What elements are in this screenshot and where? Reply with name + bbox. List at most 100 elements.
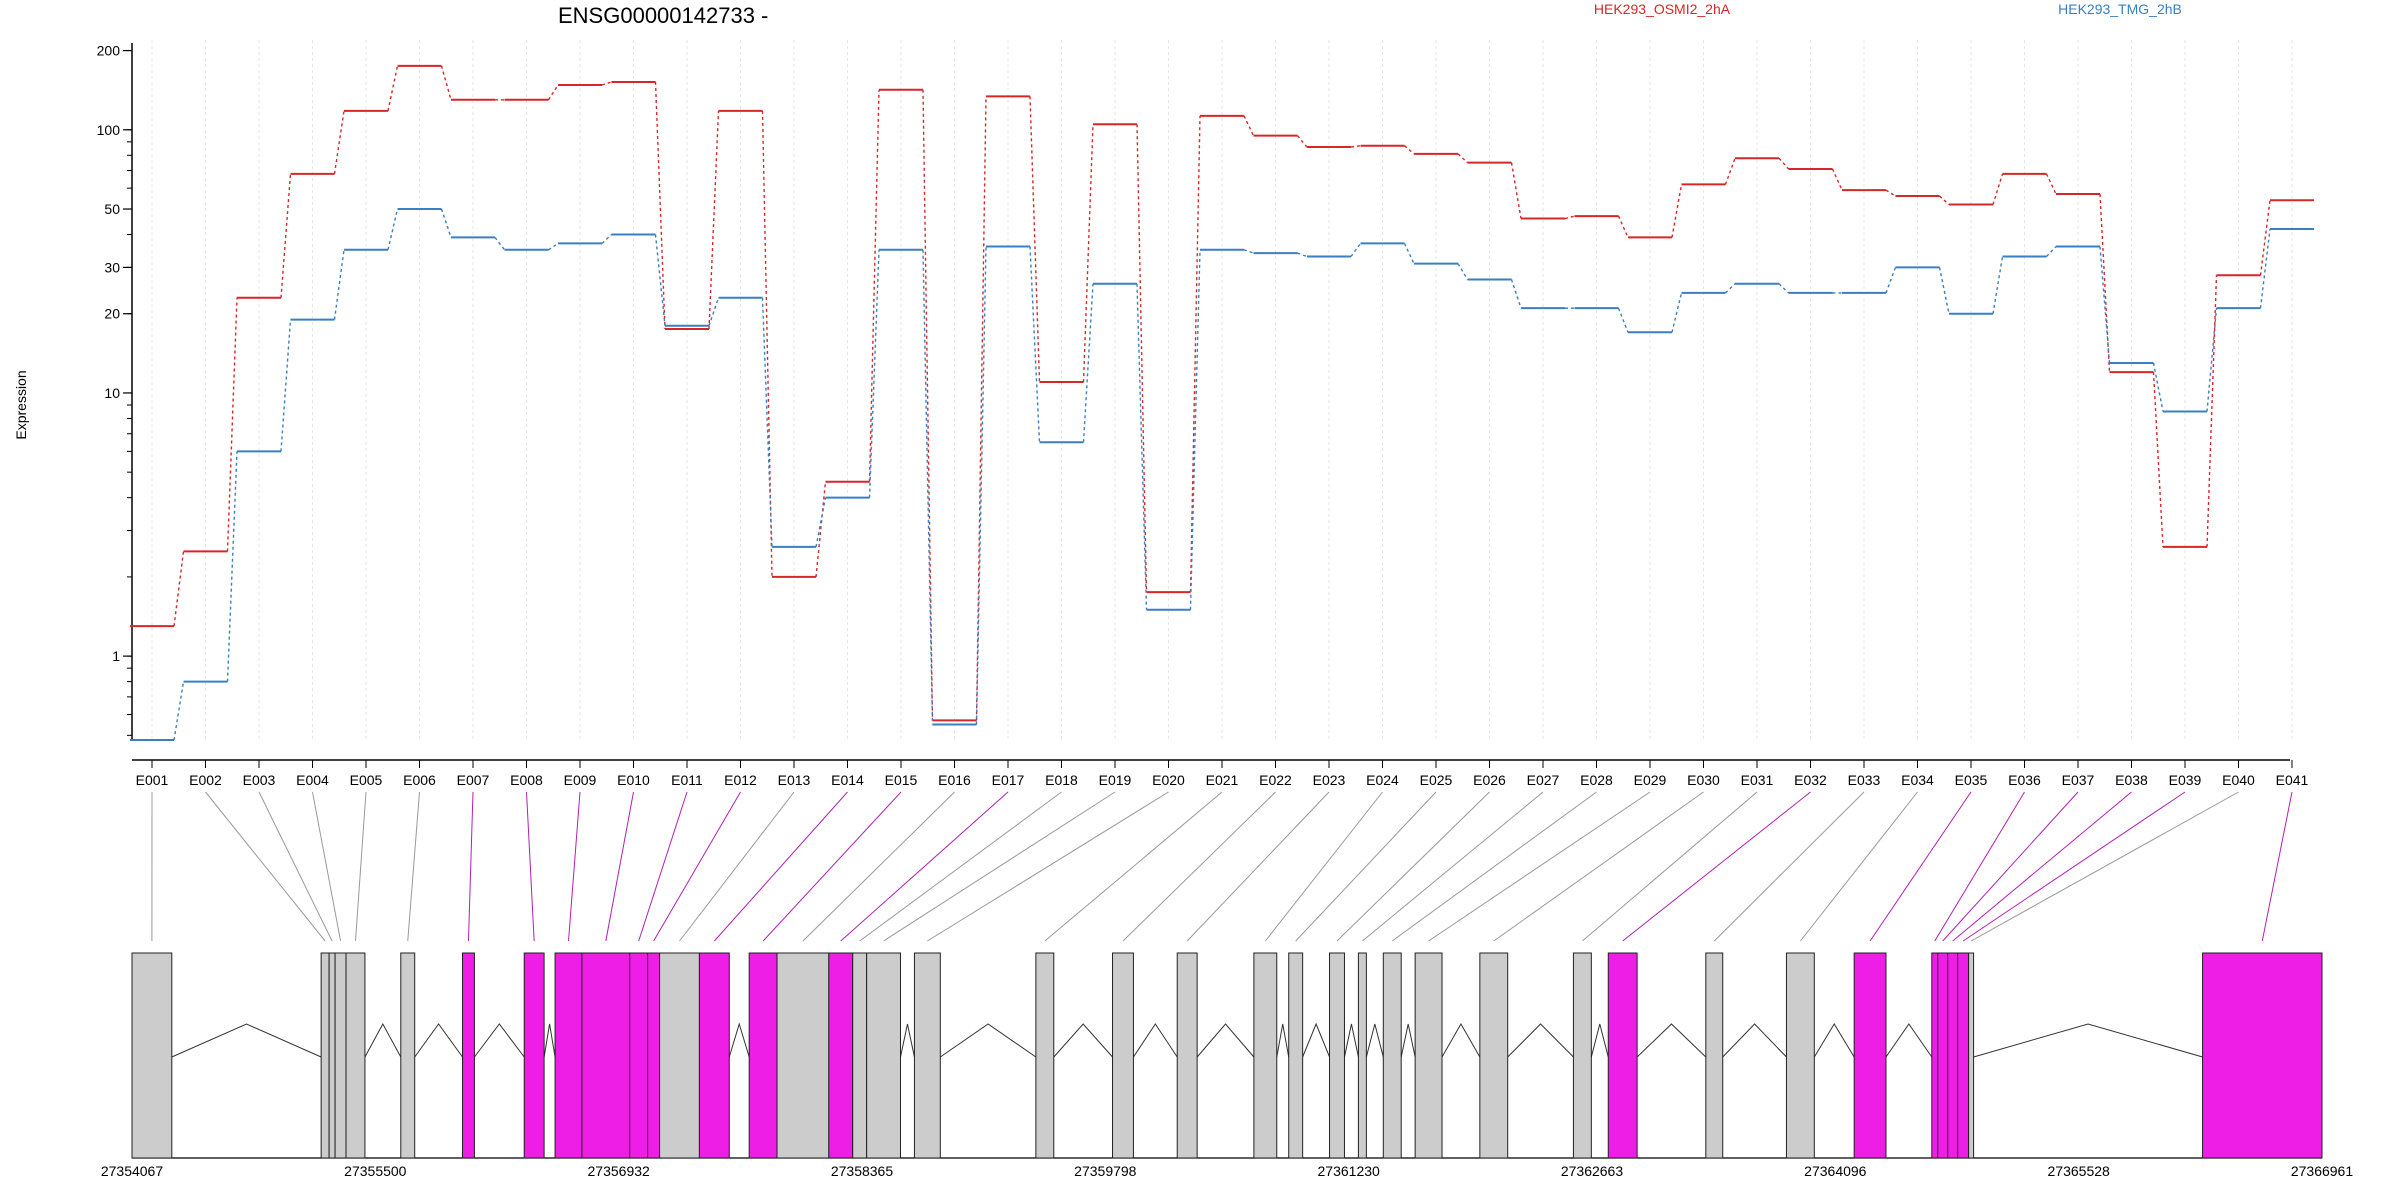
x-tick-label: E015 bbox=[885, 772, 918, 788]
intron bbox=[1636, 1023, 1707, 1058]
exon-connector bbox=[1122, 791, 1276, 942]
series-lines bbox=[130, 64, 2314, 741]
grid-lines bbox=[151, 40, 2293, 740]
x-tick-label: E021 bbox=[1206, 772, 1239, 788]
exon-connector bbox=[1336, 791, 1490, 942]
exon-connector bbox=[713, 791, 848, 942]
exon-box bbox=[1705, 952, 1724, 1159]
coordinate-label: 27356932 bbox=[588, 1163, 651, 1179]
exon-connector bbox=[1582, 791, 1758, 942]
exon-connector bbox=[526, 791, 535, 942]
y-tick-label: 200 bbox=[97, 43, 121, 59]
intron bbox=[1343, 1023, 1359, 1058]
x-tick-label: E024 bbox=[1366, 772, 1399, 788]
exon-box bbox=[1853, 952, 1887, 1159]
x-tick-label: E013 bbox=[778, 772, 811, 788]
intron bbox=[414, 1023, 463, 1058]
legend: HEK293_OSMI2_2hA HEK293_TMG_2hB bbox=[1594, 1, 2182, 17]
exon-box bbox=[1112, 952, 1134, 1159]
intron bbox=[364, 1022, 402, 1058]
series-1 bbox=[130, 208, 2314, 741]
exon-box bbox=[1572, 952, 1592, 1159]
exon-box bbox=[866, 952, 901, 1159]
series-connector bbox=[601, 81, 612, 86]
intron bbox=[474, 1023, 525, 1058]
legend-entry: HEK293_TMG_2hB bbox=[2058, 1, 2182, 17]
exon-connector bbox=[1942, 791, 2079, 942]
exon-box bbox=[1382, 952, 1402, 1159]
series-connector bbox=[1885, 267, 1897, 294]
exon-box bbox=[581, 952, 631, 1159]
x-tick-label: E031 bbox=[1741, 772, 1774, 788]
series-connector bbox=[547, 84, 559, 101]
exon-box bbox=[828, 952, 854, 1159]
series-connector bbox=[1403, 243, 1415, 264]
series-connector bbox=[815, 497, 827, 548]
x-tick-label: E009 bbox=[564, 772, 597, 788]
exon-connector bbox=[1264, 791, 1383, 942]
series-connector bbox=[226, 297, 238, 552]
exon-box bbox=[1785, 952, 1815, 1159]
series-connector bbox=[1297, 252, 1308, 258]
series-connector bbox=[1885, 189, 1896, 197]
series-connector bbox=[601, 234, 612, 244]
intron bbox=[1722, 1023, 1787, 1058]
series-connector bbox=[1350, 145, 1361, 148]
exon-box bbox=[554, 952, 583, 1159]
coordinate-label: 27361230 bbox=[1318, 1163, 1381, 1179]
x-tick-label: E010 bbox=[617, 772, 650, 788]
coordinate-label: 27355500 bbox=[344, 1163, 407, 1179]
series-connector bbox=[1404, 145, 1415, 155]
series-connector bbox=[440, 208, 452, 238]
exon-connector bbox=[840, 791, 1009, 942]
x-tick-label: E041 bbox=[2276, 772, 2309, 788]
series-connector bbox=[975, 246, 987, 725]
series-connector bbox=[1082, 283, 1094, 443]
exon-connector bbox=[1713, 791, 1865, 942]
series-connector bbox=[333, 110, 345, 174]
exon-connector bbox=[258, 791, 333, 942]
exon-box bbox=[461, 952, 475, 1159]
series-connector bbox=[1457, 263, 1469, 280]
exon-box bbox=[1479, 952, 1509, 1159]
x-tick-label: E034 bbox=[1901, 772, 1934, 788]
exon-connector bbox=[1934, 791, 2025, 942]
chart-title: ENSG00000142733 - bbox=[558, 3, 768, 28]
exon-box bbox=[1947, 952, 1959, 1159]
gene-model: 27354067 27355500 27356932 27358365 27359798… bbox=[101, 952, 2353, 1179]
series-connector bbox=[1617, 215, 1629, 238]
series-connector bbox=[1724, 157, 1736, 185]
series-connector bbox=[1189, 249, 1201, 610]
exon-box bbox=[400, 952, 416, 1159]
exon-box bbox=[1957, 952, 1970, 1159]
series-connector bbox=[1243, 115, 1255, 136]
exon-connector bbox=[354, 791, 367, 942]
exon-box bbox=[748, 952, 778, 1159]
x-tick-label: E028 bbox=[1580, 772, 1613, 788]
x-tick-label: E023 bbox=[1313, 772, 1346, 788]
axes: 1 10 20 30 50 100 200 E001 E002 E003 E004 E005 E006 E… bbox=[97, 43, 2309, 788]
coordinate-label: 27359798 bbox=[1074, 1163, 1137, 1179]
series-connector bbox=[548, 242, 559, 251]
exon-box bbox=[698, 952, 730, 1159]
exon-box bbox=[1357, 952, 1367, 1159]
exon-connector bbox=[568, 791, 581, 942]
exon-box bbox=[1176, 952, 1198, 1159]
series-connector bbox=[1992, 173, 2004, 205]
series-connector bbox=[1671, 184, 1683, 238]
exon-box bbox=[345, 952, 366, 1159]
series-connector bbox=[2099, 194, 2111, 373]
exon-connector bbox=[927, 791, 1169, 942]
x-tick-label: E007 bbox=[457, 772, 490, 788]
exon-connector bbox=[1799, 791, 1918, 942]
exon-connector bbox=[679, 791, 795, 942]
series-connector bbox=[1082, 124, 1094, 383]
series-connector bbox=[1510, 162, 1522, 219]
exon-box bbox=[1414, 952, 1443, 1159]
x-tick-label: E003 bbox=[243, 772, 276, 788]
x-tick-label: E030 bbox=[1687, 772, 1720, 788]
series-connector bbox=[1296, 135, 1308, 148]
exon-connector bbox=[762, 791, 902, 942]
intron bbox=[1133, 1023, 1178, 1058]
